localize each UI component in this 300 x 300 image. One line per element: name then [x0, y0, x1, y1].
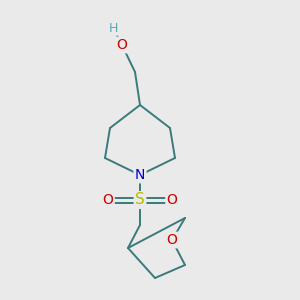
Text: O: O — [167, 193, 177, 207]
Text: S: S — [135, 193, 145, 208]
Text: O: O — [103, 193, 113, 207]
Text: O: O — [117, 38, 128, 52]
Text: O: O — [167, 233, 177, 247]
Text: N: N — [135, 168, 145, 182]
Text: H: H — [108, 22, 118, 34]
